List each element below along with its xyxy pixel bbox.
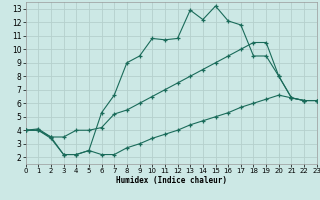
X-axis label: Humidex (Indice chaleur): Humidex (Indice chaleur) xyxy=(116,176,227,185)
